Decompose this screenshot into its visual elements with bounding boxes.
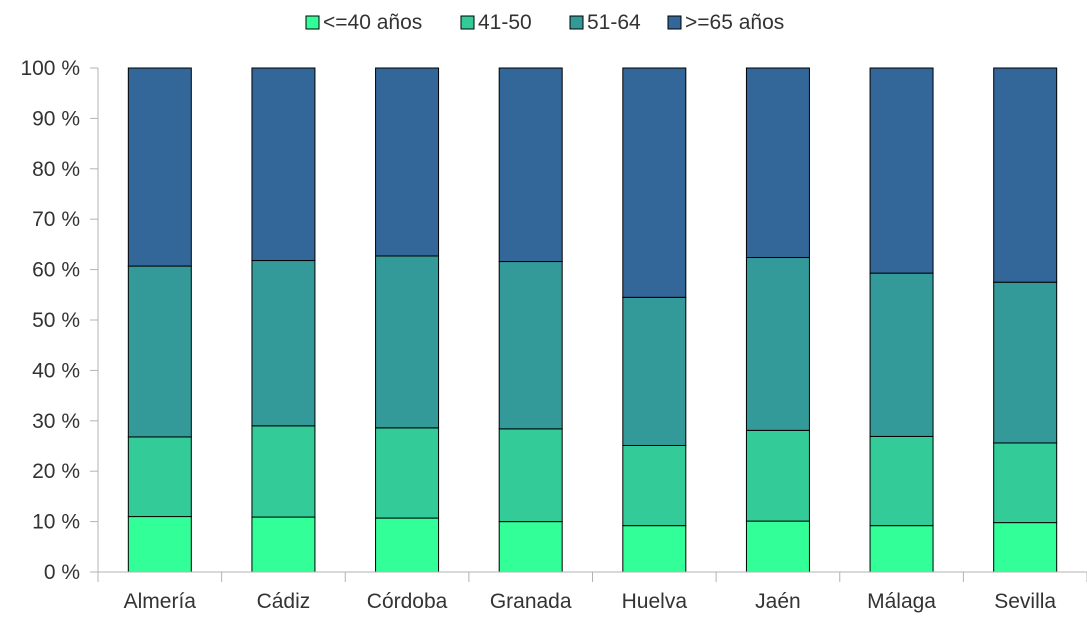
legend-item: <=40 años xyxy=(305,11,422,34)
bar-segment xyxy=(251,425,316,518)
bar-segment xyxy=(993,522,1058,573)
y-tick-label: 20 % xyxy=(32,460,80,483)
bar-segment xyxy=(745,67,810,259)
bar-segment xyxy=(127,265,192,438)
bar-segment xyxy=(251,67,316,262)
bar-segment xyxy=(869,525,934,573)
bar-stack xyxy=(622,67,687,573)
y-tick-label: 70 % xyxy=(32,208,80,231)
x-tick-label: Cádiz xyxy=(257,590,311,613)
legend-label: >=65 años xyxy=(685,11,784,34)
y-tick-label: 30 % xyxy=(32,410,80,433)
x-tick-label: Almería xyxy=(124,590,197,613)
bar-stack xyxy=(745,67,810,573)
y-tick-label: 0 % xyxy=(44,561,80,584)
bar-segment xyxy=(498,67,563,263)
plot-area xyxy=(127,67,1058,573)
bar-segment xyxy=(375,517,440,573)
legend-swatch xyxy=(569,15,584,30)
x-tick-label: Huelva xyxy=(622,590,688,613)
x-tick-label: Sevilla xyxy=(994,590,1056,613)
y-tick-label: 10 % xyxy=(32,511,80,534)
bar-segment xyxy=(745,520,810,573)
bar-segment xyxy=(251,516,316,573)
bar-stack xyxy=(127,67,192,573)
bar-segment xyxy=(993,67,1058,283)
legend-swatch xyxy=(460,15,475,30)
bar-segment xyxy=(375,255,440,429)
x-tick-label: Granada xyxy=(490,590,572,613)
bar-segment xyxy=(127,436,192,518)
bar-segment xyxy=(869,67,934,274)
x-axis: Almería Cádiz Córdoba Granada Huelva Jaén Mála… xyxy=(97,571,1087,613)
x-tick-label: Málaga xyxy=(867,590,936,613)
bar-segment xyxy=(869,272,934,437)
x-tick-label: Córdoba xyxy=(367,590,448,613)
bar-stack xyxy=(993,67,1058,573)
legend: <=40 años 41-50 51-64 >=65 años xyxy=(305,11,784,34)
legend-label: 41-50 xyxy=(478,11,532,34)
y-tick-label: 90 % xyxy=(32,107,80,130)
bar-segment xyxy=(622,67,687,298)
legend-item: 41-50 xyxy=(460,11,532,34)
y-tick-label: 80 % xyxy=(32,158,80,181)
bar-stack xyxy=(869,67,934,573)
x-tick-label: Jaén xyxy=(755,590,801,613)
bar-segment xyxy=(622,525,687,573)
bar-segment xyxy=(993,281,1058,444)
y-tick-label: 40 % xyxy=(32,359,80,382)
bar-stack xyxy=(498,67,563,573)
legend-label: 51-64 xyxy=(587,11,641,34)
bar-segment xyxy=(869,435,934,527)
bar-segment xyxy=(498,521,563,573)
bar-segment xyxy=(498,428,563,523)
y-axis: 0 % 10 % 20 % 30 % 40 % 50 % 60 % 70 % 80 % 90 % 1… xyxy=(20,57,99,584)
legend-swatch xyxy=(667,15,682,30)
bar-segment xyxy=(993,442,1058,524)
bar-stack xyxy=(375,67,440,573)
bar-segment xyxy=(127,516,192,573)
bar-segment xyxy=(375,427,440,519)
bar-stack xyxy=(251,67,316,573)
bar-segment xyxy=(622,296,687,446)
bar-segment xyxy=(622,444,687,527)
legend-label: <=40 años xyxy=(323,11,422,34)
bar-segment xyxy=(745,429,810,522)
y-tick-label: 50 % xyxy=(32,309,80,332)
y-tick-label: 100 % xyxy=(20,57,80,80)
legend-item: 51-64 xyxy=(569,11,641,34)
bar-segment xyxy=(498,261,563,430)
bar-segment xyxy=(127,67,192,267)
bar-segment xyxy=(745,257,810,431)
bar-segment xyxy=(375,67,440,257)
legend-item: >=65 años xyxy=(667,11,784,34)
y-tick-label: 60 % xyxy=(32,259,80,282)
legend-swatch xyxy=(305,15,320,30)
bar-segment xyxy=(251,260,316,427)
